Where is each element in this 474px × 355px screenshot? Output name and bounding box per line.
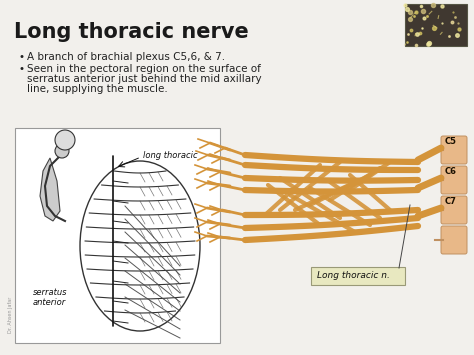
Text: serratus anterior just behind the mid axillary: serratus anterior just behind the mid ax…: [27, 74, 262, 84]
FancyBboxPatch shape: [441, 196, 467, 224]
FancyBboxPatch shape: [311, 267, 405, 285]
Ellipse shape: [80, 161, 200, 331]
Text: Seen in the pectoral region on the surface of: Seen in the pectoral region on the surfa…: [27, 64, 261, 74]
Text: Long thoracic n.: Long thoracic n.: [317, 272, 390, 280]
Text: •: •: [18, 52, 24, 62]
Text: long thoracic: long thoracic: [143, 151, 198, 160]
Text: line, supplying the muscle.: line, supplying the muscle.: [27, 84, 168, 94]
FancyBboxPatch shape: [441, 226, 467, 254]
Text: A branch of brachial plexus C5,6, & 7.: A branch of brachial plexus C5,6, & 7.: [27, 52, 225, 62]
Circle shape: [55, 144, 69, 158]
Bar: [15, 128, 220, 343]
Text: Long thoracic nerve: Long thoracic nerve: [14, 22, 249, 42]
Bar: [405, 4, 467, 46]
Text: C7: C7: [445, 197, 457, 206]
Polygon shape: [40, 158, 60, 221]
Text: C6: C6: [445, 167, 457, 176]
Text: C5: C5: [445, 137, 457, 146]
Text: serratus
anterior: serratus anterior: [33, 288, 67, 307]
FancyBboxPatch shape: [441, 166, 467, 194]
Text: •: •: [18, 64, 24, 74]
Circle shape: [55, 130, 75, 150]
Text: Dr. Ahsen Jafar: Dr. Ahsen Jafar: [8, 297, 13, 333]
FancyBboxPatch shape: [441, 136, 467, 164]
